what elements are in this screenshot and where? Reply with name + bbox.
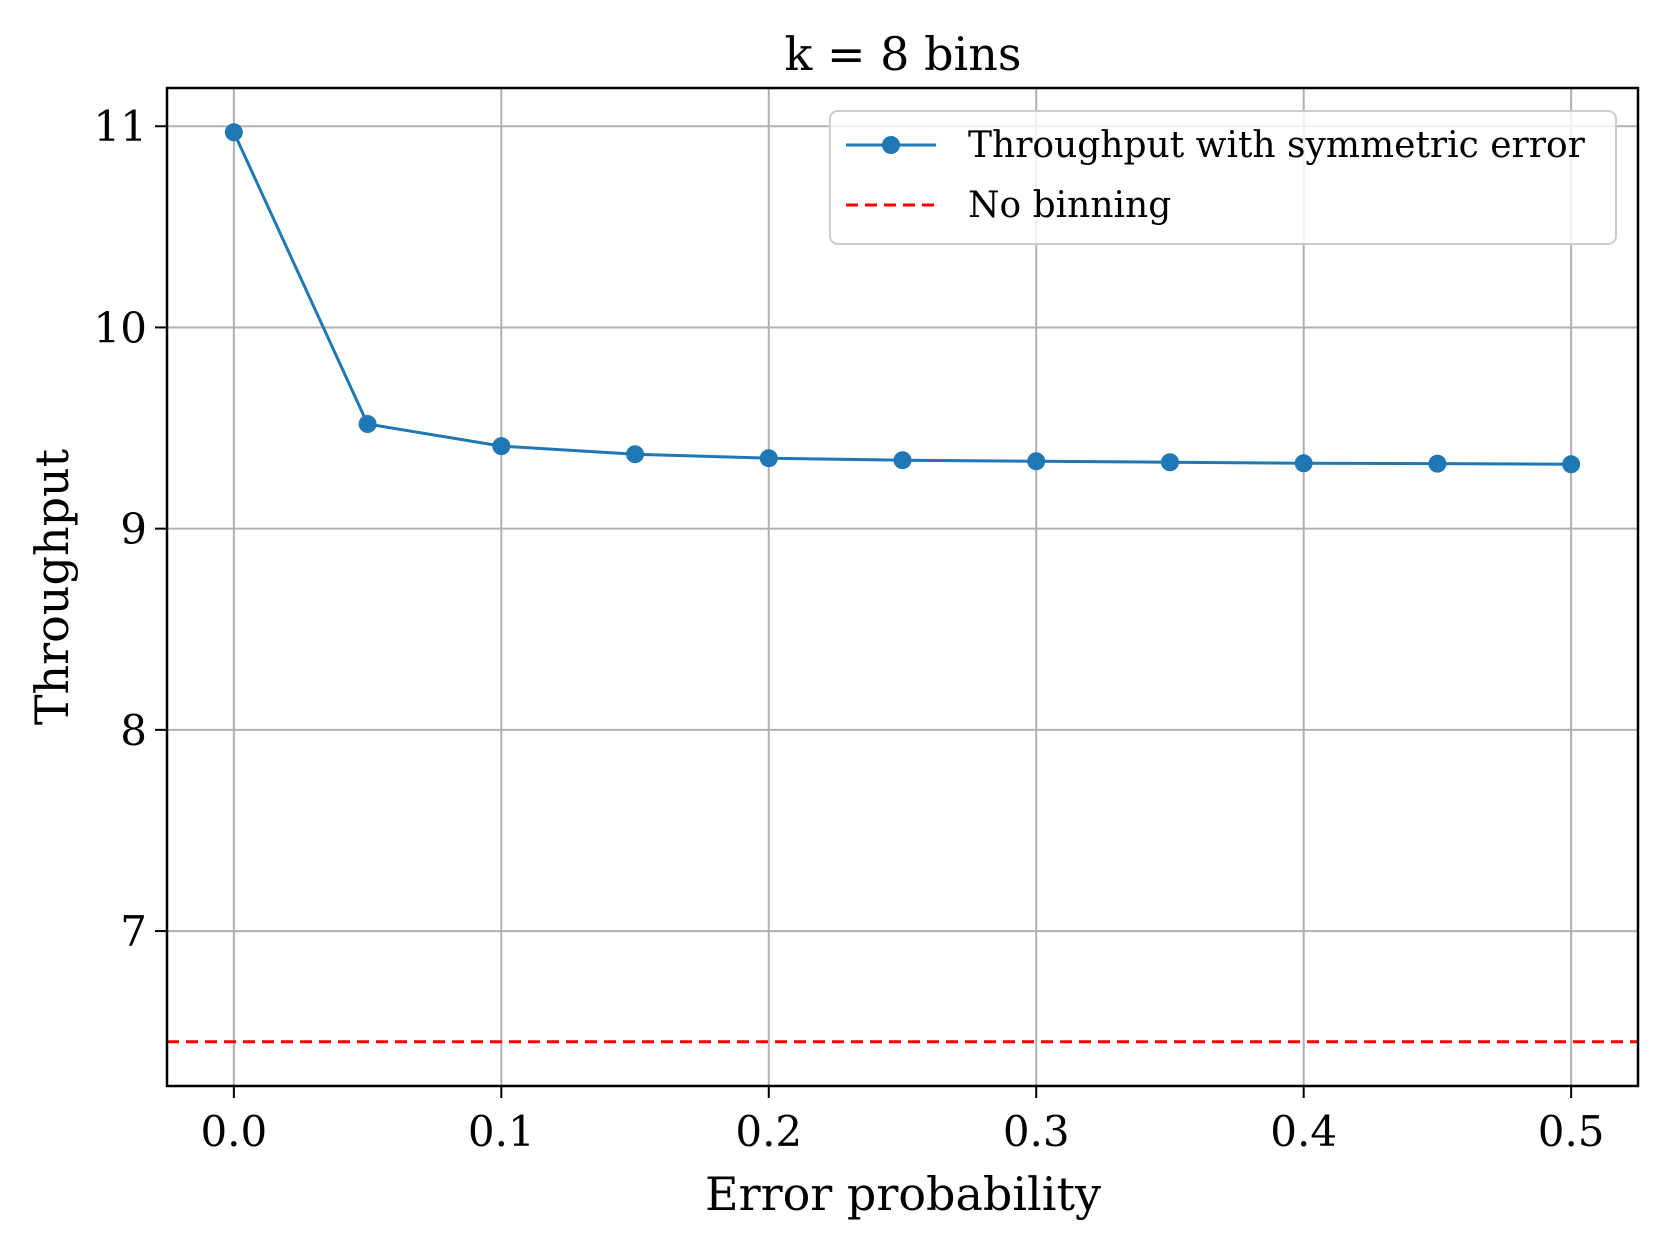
throughput-data-point xyxy=(224,123,243,142)
y-tick-label: 9 xyxy=(120,505,147,554)
legend-label-throughput: Throughput with symmetric error xyxy=(968,125,1586,166)
grid xyxy=(167,88,1638,1086)
legend-label-no-binning: No binning xyxy=(968,185,1171,226)
y-axis-label: Throughput xyxy=(25,448,79,725)
chart-title: k = 8 bins xyxy=(785,27,1022,81)
x-tick-label: 0.2 xyxy=(735,1107,802,1156)
plot-frame xyxy=(165,86,1640,1088)
x-tick-label: 0.4 xyxy=(1270,1107,1337,1156)
legend-box xyxy=(829,110,1617,245)
throughput-data-point xyxy=(626,445,645,464)
x-axis-label: Error probability xyxy=(705,1167,1101,1221)
series-layer xyxy=(167,123,1638,1044)
throughput-data-point xyxy=(1160,453,1179,472)
throughput-data-point xyxy=(358,415,377,434)
ticks: 0.0 0.1 0.2 0.3 0.4 0.5 7 8 9 10 11 xyxy=(94,102,1605,1156)
throughput-data-point xyxy=(893,451,912,470)
y-tick-label: 10 xyxy=(94,303,147,352)
legend: Throughput with symmetric error No binni… xyxy=(829,110,1617,245)
y-tick-label: 7 xyxy=(120,907,147,956)
y-tick-label: 8 xyxy=(120,706,147,755)
x-tick-label: 0.0 xyxy=(200,1107,267,1156)
x-tick-label: 0.5 xyxy=(1538,1107,1605,1156)
y-tick-label: 11 xyxy=(94,102,147,151)
x-tick-label: 0.3 xyxy=(1003,1107,1070,1156)
legend-marker-throughput xyxy=(882,136,900,154)
throughput-data-point xyxy=(1428,454,1447,473)
x-tick-label: 0.1 xyxy=(468,1107,535,1156)
throughput-data-point xyxy=(1562,455,1581,474)
throughput-data-point xyxy=(1027,452,1046,471)
throughput-data-point xyxy=(1294,454,1313,473)
throughput-data-point xyxy=(492,437,511,456)
throughput-data-point xyxy=(759,449,778,468)
